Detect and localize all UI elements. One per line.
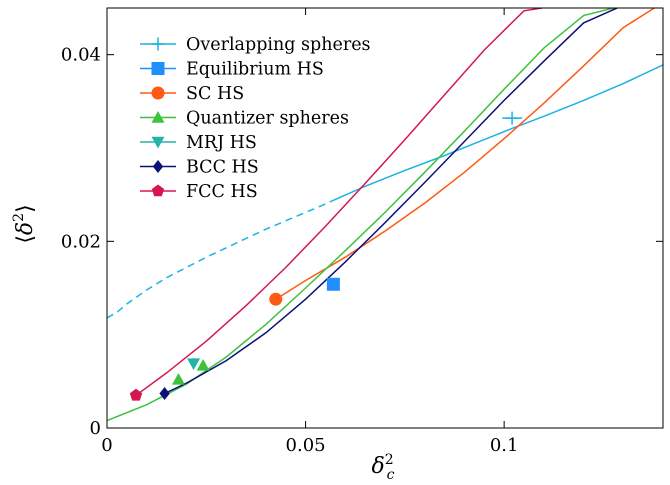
y-axis-label: ⟨δ2⟩ [11,204,38,243]
legend-marker-sc-hs [151,86,165,100]
plot-frame [106,7,664,429]
y-tick-label: 0 [90,418,101,439]
legend-marker-bcc-hs [152,160,164,173]
legend-marker-equilibrium-hs [151,62,165,75]
legend-label-fcc-hs: FCC HS [186,182,258,202]
legend-label-equilibrium-hs: Equilibrium HS [186,60,324,80]
quantizer-spheres-point [196,358,210,371]
y-tick-label: 0.02 [61,231,101,252]
legend-marker-quantizer-spheres [151,111,165,123]
overlapping-spheres-point [505,111,519,125]
marker-layer [129,111,523,401]
quantizer-spheres-point [171,372,185,385]
sc-hs-point [269,292,283,306]
x-tick-label: 0.05 [286,435,326,456]
bcc-hs-point [159,386,170,400]
legend-label-sc-hs: SC HS [186,84,244,104]
overlapping-spheres-line [331,64,663,202]
series-layer [107,8,663,422]
y-tick-label: 0.04 [61,45,101,66]
tick-layer: 0 0.05 0.1 0 0.02 0.04 [61,8,663,456]
mrj-hs-point [187,358,201,371]
legend-marker-fcc-hs [151,184,165,197]
legend-label-mrj-hs: MRJ HS [186,133,257,153]
fcc-hs-line [135,8,543,396]
legend-marker-mrj-hs [151,136,165,149]
legend-label-overlapping-spheres: Overlapping spheres [186,35,371,55]
legend-label-quantizer-spheres: Quantizer spheres [186,109,349,129]
fcc-hs-point [129,388,143,401]
x-tick-label: 0.1 [490,435,519,456]
x-axis-label: δ2 c [371,452,394,483]
legend-label-bcc-hs: BCC HS [186,158,259,178]
equilibrium-hs-point [326,277,340,291]
legend-marker-overlapping-spheres [151,37,165,51]
bcc-hs-line [164,8,618,395]
overlapping-spheres-dashed-line [107,200,332,319]
legend: Overlapping spheres Equilibrium HS SC HS Qu… [140,35,371,202]
x-tick-label: 0 [101,435,112,456]
sc-hs-line [275,8,655,300]
